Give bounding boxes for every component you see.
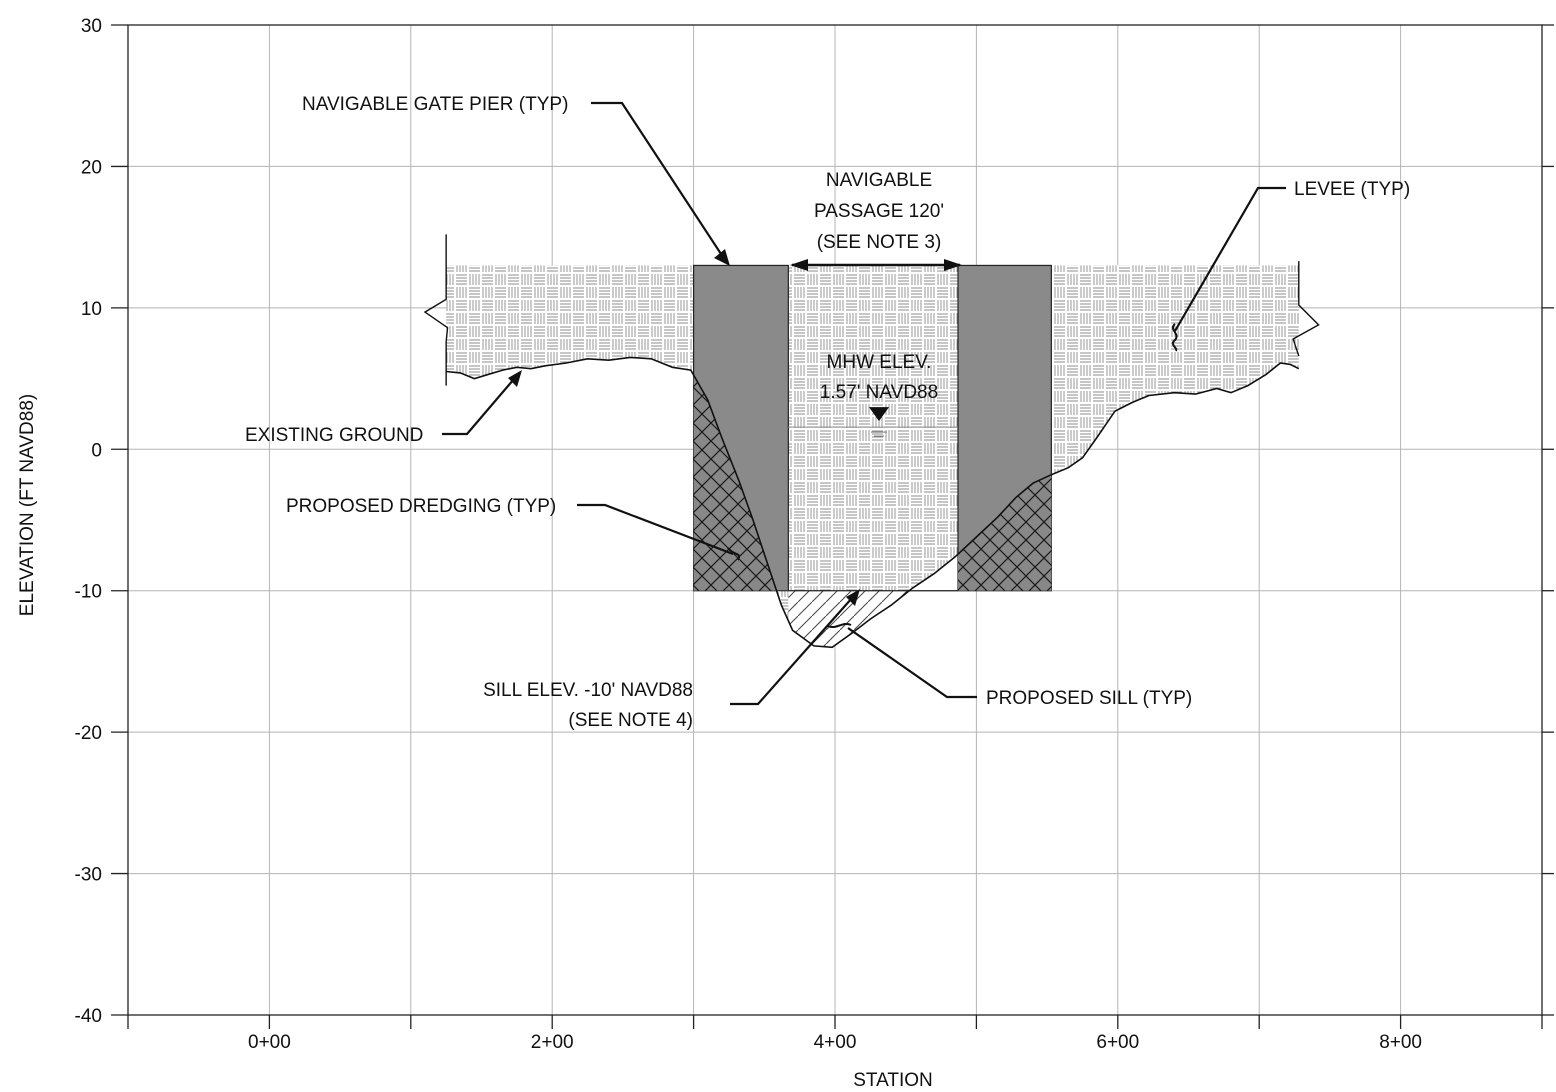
passage-label-line2: PASSAGE 120' [814, 201, 944, 222]
leader-lines [442, 101, 1286, 706]
dredging-label: PROPOSED DREDGING (TYP) [286, 496, 556, 517]
levee [423, 234, 1320, 648]
gate-pier-label: NAVIGABLE GATE PIER (TYP) [302, 94, 568, 115]
y-tick-label: -10 [75, 582, 102, 603]
x-tick-label: 6+00 [1096, 1032, 1139, 1053]
y-tick-label: 0 [91, 440, 102, 461]
proposed-sill [788, 590, 959, 648]
sill-label: PROPOSED SILL (TYP) [986, 688, 1192, 709]
y-tick-label: -30 [75, 865, 102, 886]
dredging-right [958, 474, 1052, 591]
y-tick-label: -20 [75, 723, 102, 744]
gate-pier-arrowhead [714, 249, 730, 266]
y-tick-label: 10 [81, 299, 102, 320]
existing-ground [446, 356, 1300, 649]
passage-label-line1: NAVIGABLE [826, 170, 932, 191]
x-tick-label: 8+00 [1379, 1032, 1422, 1053]
proposed-dredging [693, 375, 1052, 591]
x-axis-title: STATION [853, 1070, 933, 1091]
passage-arrow-left [790, 259, 808, 271]
passage-arrow-right [944, 259, 962, 271]
y-tick-label: 20 [81, 157, 102, 178]
sill-leader-squiggle [827, 623, 852, 628]
existing-ground-leader [442, 378, 515, 436]
sill-elev-label-line2: (SEE NOTE 4) [568, 710, 693, 731]
dredging-leader [577, 503, 734, 556]
x-tick-label: 0+00 [248, 1032, 291, 1053]
mhw-triangle-symbol [869, 407, 889, 422]
x-tick-label: 2+00 [531, 1032, 574, 1053]
existing-ground-label: EXISTING GROUND [245, 425, 423, 446]
mhw-label-line2: 1.57' NAVD88 [820, 382, 938, 403]
passage-label-line3: (SEE NOTE 3) [817, 232, 942, 253]
sill-elev-arrowhead [846, 589, 860, 606]
levee-leader-squiggle [1171, 323, 1178, 352]
existing-ground-line [446, 356, 1300, 649]
sill-elev-label-line1: SILL ELEV. -10' NAVD88 [483, 680, 693, 701]
mhw-label-line1: MHW ELEV. [827, 352, 932, 373]
levee-fill [446, 265, 1299, 648]
sill-fill [788, 590, 959, 648]
levee-label: LEVEE (TYP) [1294, 179, 1410, 200]
sill-leader [847, 627, 977, 699]
mhw-water-surface [788, 407, 959, 437]
existing-ground-arrowhead [508, 370, 522, 387]
dredging-left [693, 375, 777, 591]
levee-break-line-left [423, 234, 449, 386]
y-tick-label: -40 [75, 1006, 102, 1027]
levee-leader [1174, 186, 1286, 332]
dredging-leader-squiggle [727, 547, 740, 561]
y-tick-label: 30 [81, 16, 102, 37]
sill-elev-leader [730, 597, 853, 706]
gate-pier-leader [591, 101, 724, 258]
y-axis-title: ELEVATION (FT NAVD88) [17, 394, 38, 616]
axis-ticks: 30 20 10 0 -10 -20 -30 -40 0+00 2+00 4+00 6+00 8+00 [75, 16, 1554, 1053]
x-tick-label: 4+00 [814, 1032, 857, 1053]
levee-break-line-right [1292, 261, 1320, 357]
